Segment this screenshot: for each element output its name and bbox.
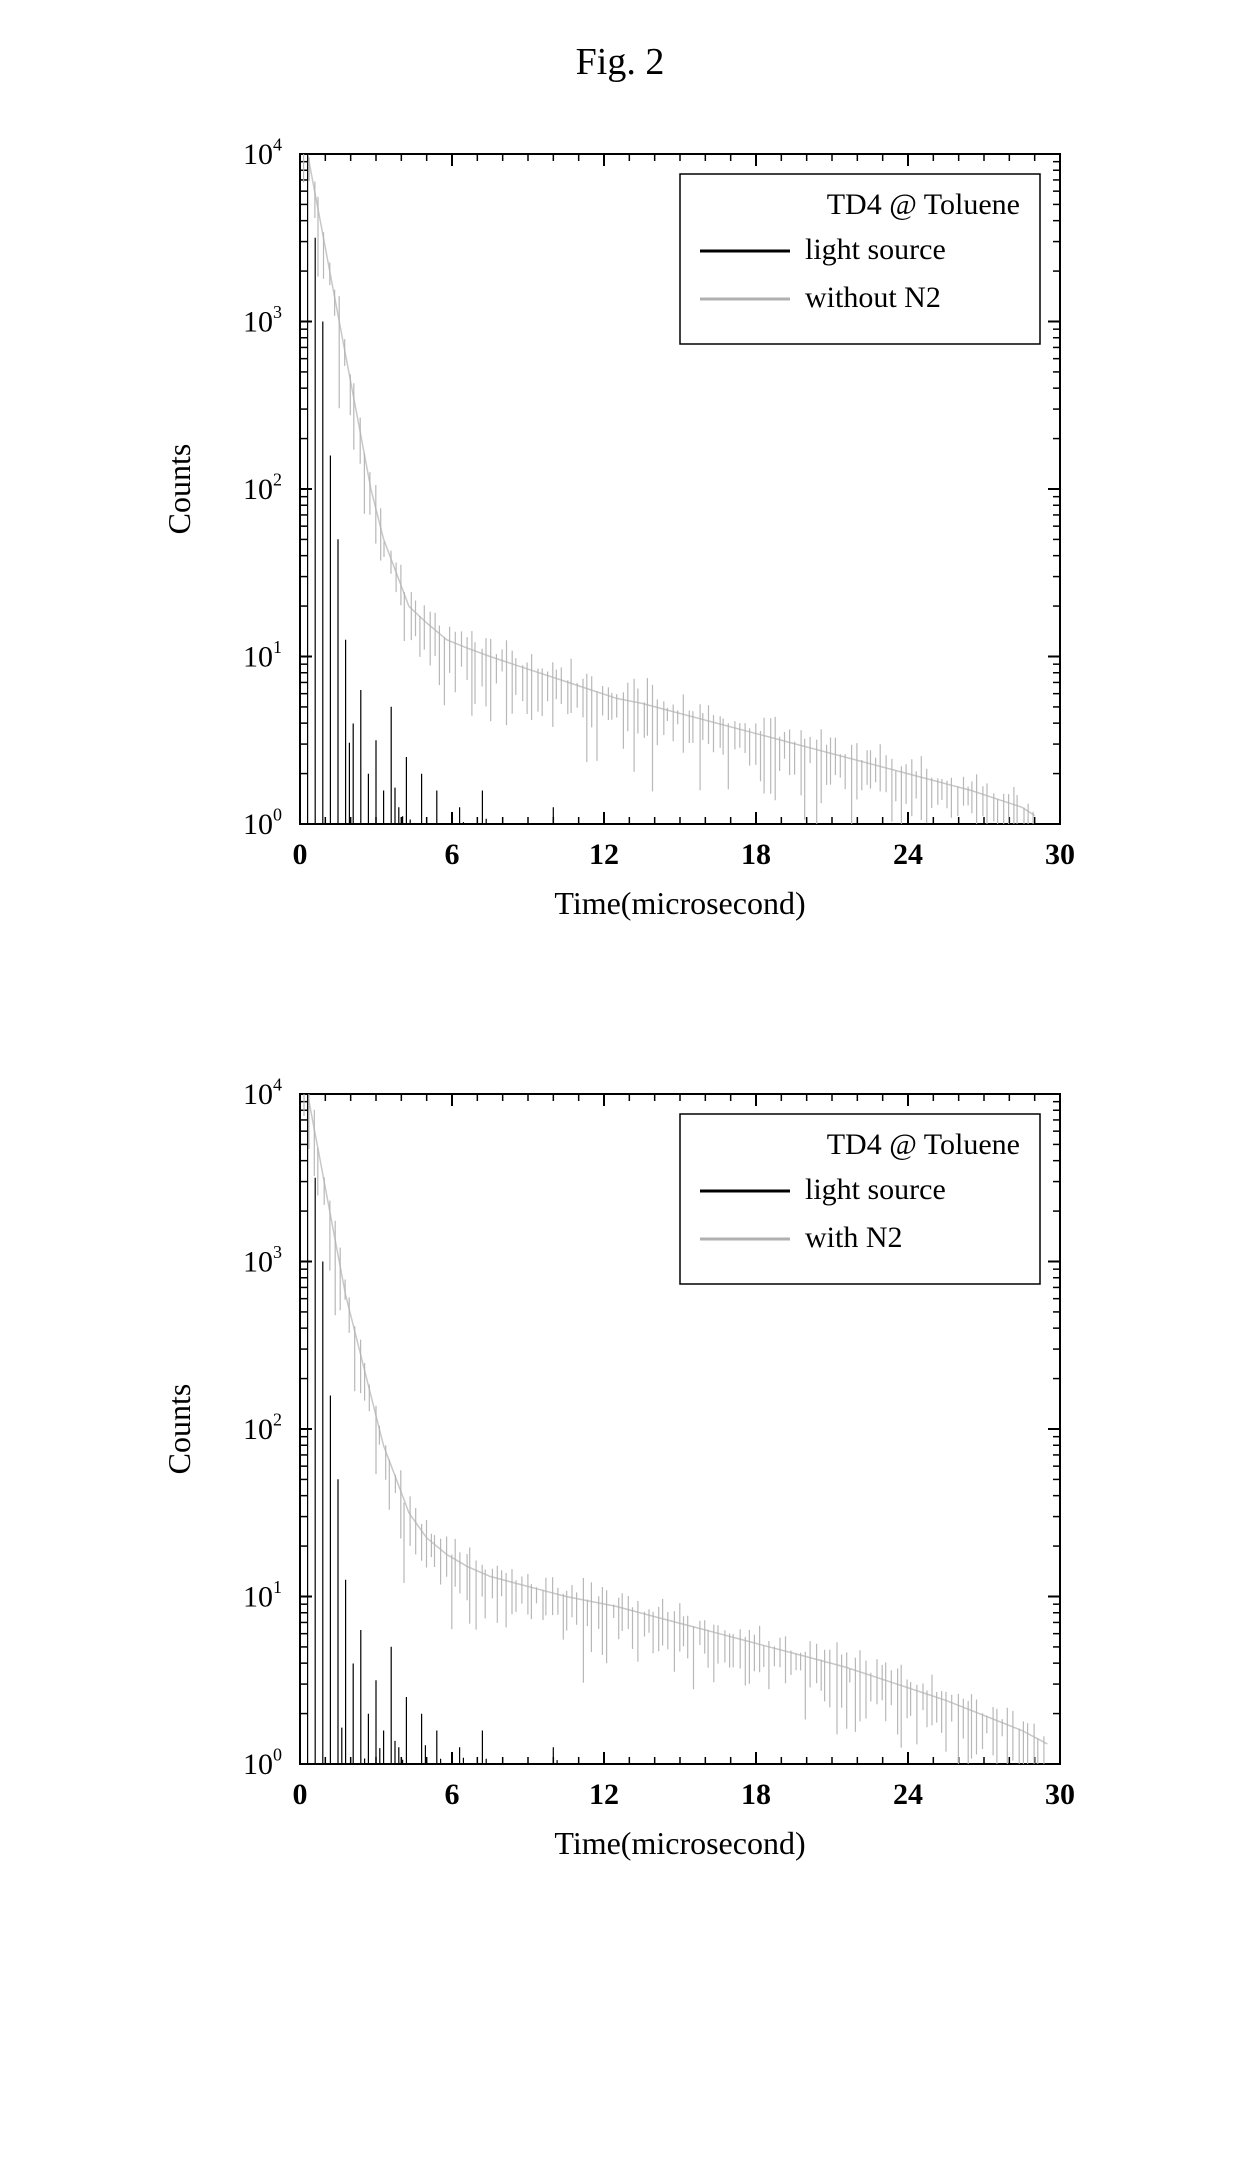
svg-text:24: 24 — [893, 838, 923, 871]
svg-text:Time(microsecond): Time(microsecond) — [554, 1825, 805, 1861]
svg-text:24: 24 — [893, 1778, 923, 1811]
svg-text:6: 6 — [445, 838, 460, 871]
svg-text:TD4 @ Toluene: TD4 @ Toluene — [827, 188, 1020, 221]
svg-text:Counts: Counts — [161, 1384, 197, 1475]
svg-text:102: 102 — [243, 470, 282, 507]
svg-text:30: 30 — [1045, 838, 1075, 871]
figure-page: Fig. 2 100 101 102 103 104 0 6 12 18 24 30 Time(mic… — [0, 0, 1240, 1884]
chart-bottom-wrap: 100 101 102 103 104 0 6 12 18 24 30 Time(microsecon… — [140, 1064, 1100, 1884]
svg-text:104: 104 — [243, 1075, 282, 1112]
svg-text:18: 18 — [741, 1778, 771, 1811]
figure-title: Fig. 2 — [0, 40, 1240, 84]
svg-text:101: 101 — [243, 637, 282, 674]
svg-text:18: 18 — [741, 838, 771, 871]
svg-text:104: 104 — [243, 135, 282, 172]
svg-text:12: 12 — [589, 838, 619, 871]
svg-text:without N2: without N2 — [805, 281, 941, 314]
svg-text:with N2: with N2 — [805, 1221, 903, 1254]
svg-text:102: 102 — [243, 1410, 282, 1447]
chart-bottom: 100 101 102 103 104 0 6 12 18 24 30 Time(microsecon… — [140, 1064, 1100, 1884]
svg-text:101: 101 — [243, 1577, 282, 1614]
svg-text:TD4 @ Toluene: TD4 @ Toluene — [827, 1128, 1020, 1161]
svg-text:Counts: Counts — [161, 444, 197, 535]
chart-top: 100 101 102 103 104 0 6 12 18 24 30 Time(microsecon… — [140, 124, 1100, 944]
svg-text:light source: light source — [805, 1173, 946, 1206]
svg-text:103: 103 — [243, 302, 282, 339]
svg-text:103: 103 — [243, 1242, 282, 1279]
svg-text:Time(microsecond): Time(microsecond) — [554, 885, 805, 921]
svg-text:100: 100 — [243, 1745, 282, 1782]
svg-text:30: 30 — [1045, 1778, 1075, 1811]
svg-text:light source: light source — [805, 233, 946, 266]
svg-text:0: 0 — [293, 1778, 308, 1811]
svg-text:100: 100 — [243, 805, 282, 842]
svg-text:0: 0 — [293, 838, 308, 871]
chart-top-wrap: 100 101 102 103 104 0 6 12 18 24 30 Time(microsecon… — [140, 124, 1100, 944]
svg-text:6: 6 — [445, 1778, 460, 1811]
svg-text:12: 12 — [589, 1778, 619, 1811]
